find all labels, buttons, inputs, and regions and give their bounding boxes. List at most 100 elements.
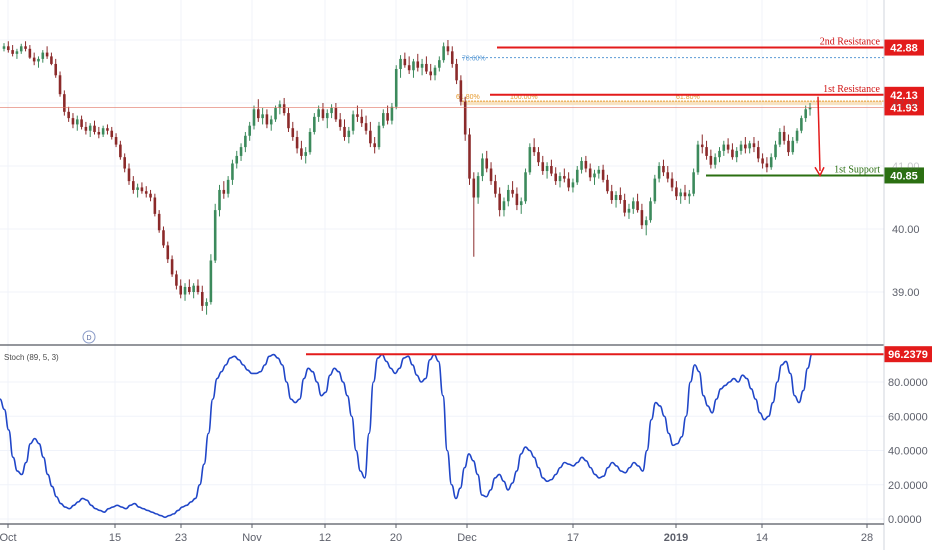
candle-body xyxy=(196,285,200,292)
candle-body xyxy=(752,143,756,148)
candle-body xyxy=(614,194,618,201)
candle-body xyxy=(442,46,445,61)
candle-body xyxy=(45,52,49,57)
candle-body xyxy=(744,144,747,149)
candle-body xyxy=(575,169,579,183)
candle-body xyxy=(670,178,674,188)
candle-body xyxy=(636,201,639,211)
candle-body xyxy=(407,65,411,71)
fib-label: 100.00% xyxy=(510,94,538,101)
candle-body xyxy=(231,163,234,180)
candle-body xyxy=(37,58,40,62)
fib-label: 61.80% xyxy=(676,94,700,101)
candle-body xyxy=(597,169,601,174)
candle-body xyxy=(675,187,678,197)
candle-body xyxy=(67,111,70,119)
candle-body xyxy=(429,71,432,76)
candle-body xyxy=(101,128,105,135)
candle-body xyxy=(515,193,519,206)
candle-body xyxy=(433,67,437,76)
candle-body xyxy=(774,144,777,158)
candle-body xyxy=(32,57,36,62)
price-tick-label: 39.00 xyxy=(892,287,920,299)
candle-body xyxy=(119,144,122,158)
candle-body xyxy=(631,201,635,209)
stoch-title[interactable]: Stoch (89, 5, 3) xyxy=(4,353,59,362)
support-resistance-levels: 2nd Resistance 42.88 1st Resistance 42.13 1s… xyxy=(490,37,924,184)
time-tick-label: 20 xyxy=(390,532,402,544)
candle-body xyxy=(75,119,79,125)
candle-body xyxy=(558,176,562,182)
time-tick-label: Nov xyxy=(242,532,262,544)
candle-body xyxy=(84,126,88,131)
candle-body xyxy=(804,109,807,119)
candle-body xyxy=(265,114,269,125)
candle-body xyxy=(446,46,450,52)
candle-body xyxy=(282,104,286,114)
candle-body xyxy=(545,166,549,172)
event-marker-circle xyxy=(82,330,96,344)
candle-body xyxy=(662,166,665,173)
candle-body xyxy=(192,285,195,292)
candle-body xyxy=(795,130,799,141)
stoch-axis[interactable]: 80.0000 60.0000 40.0000 20.0000 0.0000 xyxy=(888,377,928,526)
time-axis[interactable]: Oct 15 23 Nov 12 20 Dec 17 2019 14 28 xyxy=(0,524,873,544)
candle-body xyxy=(739,144,743,151)
fib-label: 61.80% xyxy=(456,94,480,101)
candle-body xyxy=(313,116,316,132)
last-price-badge-text: 41.93 xyxy=(890,102,918,114)
candle-body xyxy=(709,155,713,165)
candle-body xyxy=(627,208,631,213)
level-label: 2nd Resistance xyxy=(820,37,881,48)
price-tick-label-faded: 41.00 xyxy=(892,161,920,173)
candle-body xyxy=(450,51,454,64)
candle-body xyxy=(80,119,83,127)
candle-body xyxy=(287,113,290,129)
fib-label: 78.60% xyxy=(462,56,486,63)
candle-body xyxy=(688,193,691,197)
projection-arrow-head xyxy=(814,166,825,178)
fib-retracement: 78.60% 61.80% 100.00% 61.80% xyxy=(456,56,884,106)
price-axis[interactable]: 42.00 41.00 40.00 39.00 xyxy=(892,98,920,299)
candle-body xyxy=(472,178,476,198)
candle-body xyxy=(808,107,812,110)
candle-body xyxy=(463,101,467,135)
candle-body xyxy=(571,182,575,188)
candle-body xyxy=(455,63,458,81)
stoch-tick-label: 20.0000 xyxy=(888,480,928,492)
candle-body xyxy=(222,189,226,194)
candle-body xyxy=(476,176,480,198)
candle-body xyxy=(321,109,325,119)
candle-body xyxy=(369,130,372,144)
candle-body xyxy=(524,172,527,202)
candle-body xyxy=(19,46,23,52)
time-tick-label: Oct xyxy=(0,532,17,544)
candle-body xyxy=(213,210,217,261)
candle-body xyxy=(179,285,183,295)
candle-body xyxy=(308,131,312,153)
candle-body xyxy=(274,108,277,120)
time-tick-label: 23 xyxy=(175,532,187,544)
event-marker[interactable]: D xyxy=(82,330,96,344)
level-label: 1st Resistance xyxy=(823,84,880,95)
candle-body xyxy=(731,149,734,158)
candle-body xyxy=(601,169,605,180)
candle-body xyxy=(50,56,53,64)
candle-body xyxy=(563,176,566,179)
stoch-tick-label: 40.0000 xyxy=(888,446,928,458)
candle-body xyxy=(343,126,346,138)
stoch-level-badge-text: 96.2379 xyxy=(888,349,928,361)
candle-body xyxy=(787,140,790,153)
price-tick-label-faded: 42.00 xyxy=(892,98,920,110)
price-tick-label: 40.00 xyxy=(892,224,920,236)
candle-body xyxy=(713,157,717,165)
candle-body xyxy=(175,274,178,286)
candle-body xyxy=(735,150,739,158)
candle-body xyxy=(347,130,351,138)
candle-body xyxy=(412,61,415,71)
price-candles xyxy=(0,40,884,315)
candle-body xyxy=(498,193,501,211)
candle-body xyxy=(269,119,273,125)
